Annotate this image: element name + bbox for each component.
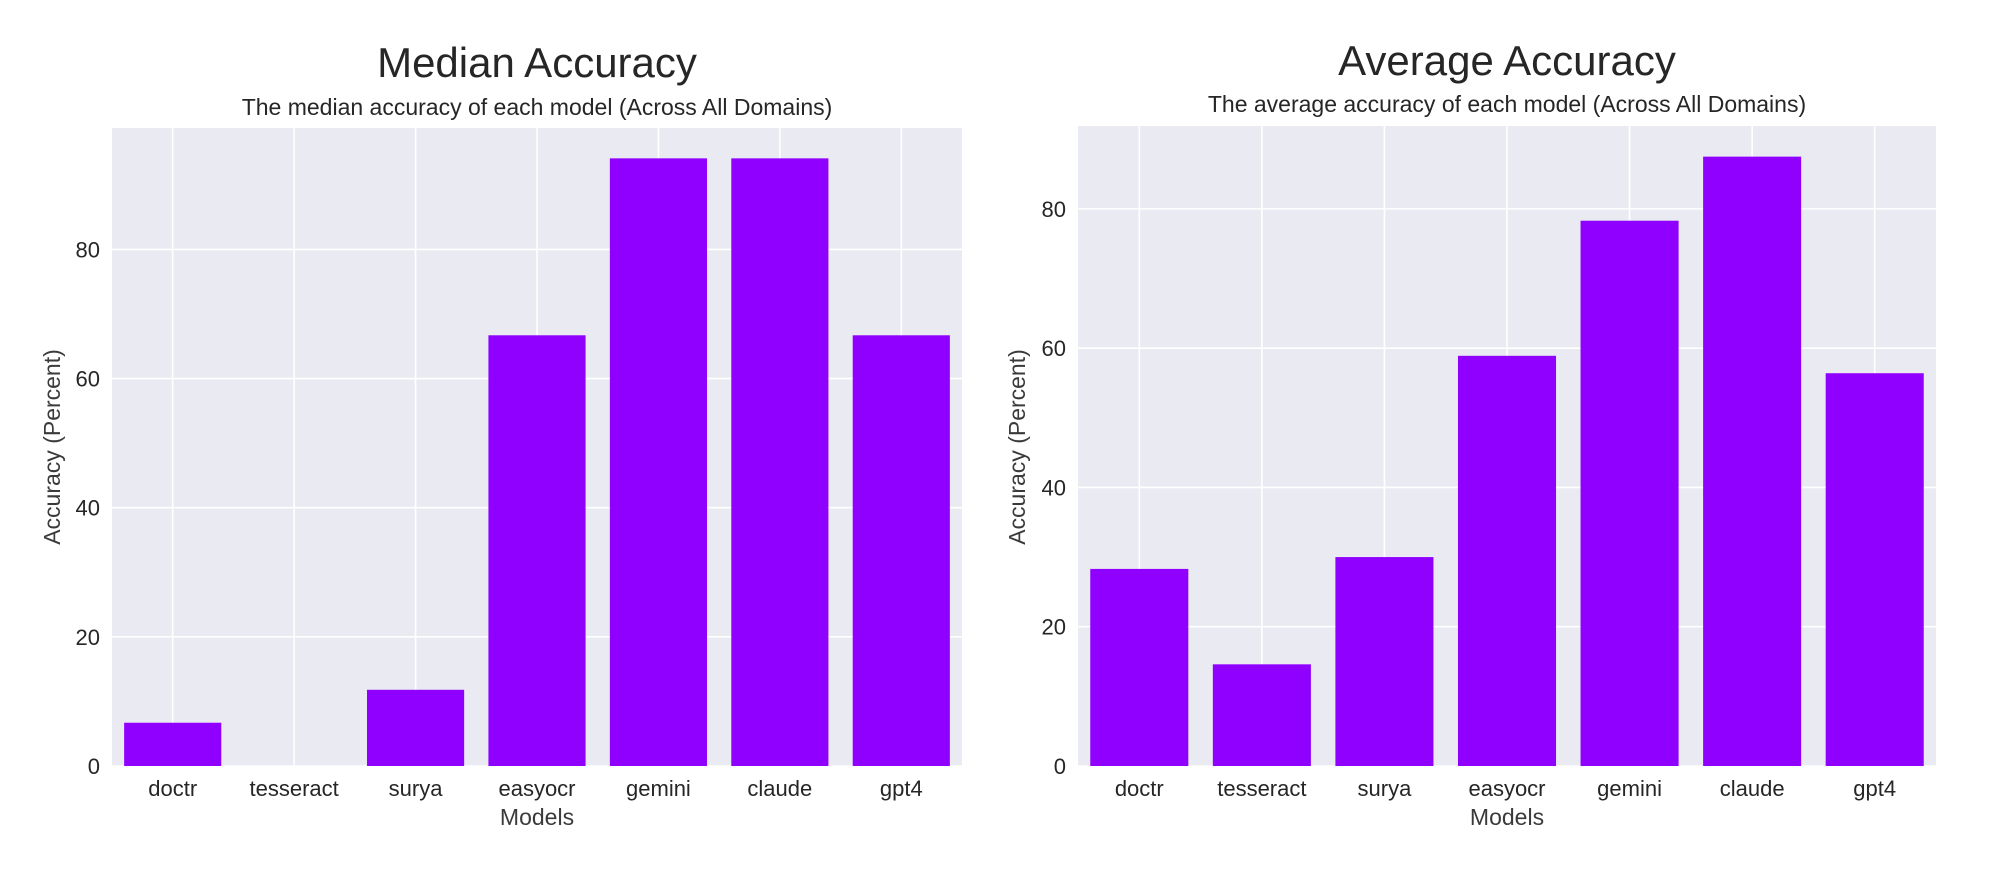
chart-title: Average Accuracy [1338, 37, 1676, 84]
median-accuracy-chart: doctr tesseract surya easyocr gemini claude gp… [39, 39, 962, 830]
bar-claude [731, 158, 829, 766]
x-tick-label-gpt4: gpt4 [1853, 776, 1896, 801]
x-tick-label-claude: claude [1720, 776, 1785, 801]
average-accuracy-chart: doctr tesseract surya easyocr gemini claude gp… [1004, 37, 1936, 830]
y-tick-label: 0 [1054, 754, 1066, 779]
y-axis-label: Accuracy (Percent) [39, 349, 65, 545]
bar-gemini [609, 158, 707, 766]
y-tick-label: 20 [76, 625, 100, 650]
bar-doctr [124, 722, 222, 766]
bar-easyocr [488, 335, 586, 766]
x-tick-label-easyocr: easyocr [1468, 776, 1545, 801]
y-tick-label: 20 [1042, 615, 1066, 640]
bar-surya [367, 689, 465, 766]
chart-subtitle: The average accuracy of each model (Acro… [1208, 91, 1806, 117]
y-tick-labels: 0 20 40 60 80 [1042, 197, 1066, 779]
bar-tesseract [1212, 664, 1311, 766]
bar-gemini [1580, 220, 1679, 766]
y-tick-label: 40 [76, 496, 100, 521]
chart-title: Median Accuracy [377, 39, 697, 86]
x-tick-labels: doctr tesseract surya easyocr gemini claude gp… [148, 776, 922, 801]
x-axis-label: Models [500, 804, 574, 830]
x-tick-label-claude: claude [747, 776, 812, 801]
x-tick-label-easyocr: easyocr [498, 776, 575, 801]
bar-easyocr [1457, 355, 1557, 766]
y-tick-label: 60 [1042, 336, 1066, 361]
x-tick-label-gemini: gemini [626, 776, 691, 801]
x-tick-label-tesseract: tesseract [1217, 776, 1306, 801]
bar-surya [1335, 557, 1434, 766]
x-tick-label-surya: surya [389, 776, 444, 801]
x-tick-label-gpt4: gpt4 [880, 776, 923, 801]
x-tick-label-doctr: doctr [1115, 776, 1164, 801]
x-tick-labels: doctr tesseract surya easyocr gemini claude gp… [1115, 776, 1896, 801]
x-tick-label-surya: surya [1358, 776, 1413, 801]
y-tick-label: 0 [88, 754, 100, 779]
y-tick-label: 60 [76, 367, 100, 392]
y-axis-label: Accuracy (Percent) [1004, 349, 1030, 545]
y-tick-label: 40 [1042, 475, 1066, 500]
x-tick-label-gemini: gemini [1597, 776, 1662, 801]
y-tick-labels: 0 20 40 60 80 [76, 237, 100, 779]
y-tick-label: 80 [1042, 197, 1066, 222]
bar-claude [1703, 156, 1802, 767]
bars [124, 158, 950, 766]
bar-gpt4 [852, 335, 950, 766]
bars [1090, 156, 1924, 767]
bar-gpt4 [1825, 373, 1924, 766]
chart-subtitle: The median accuracy of each model (Acros… [242, 94, 833, 120]
y-tick-label: 80 [76, 237, 100, 262]
x-axis-label: Models [1470, 804, 1544, 830]
bar-doctr [1090, 568, 1189, 766]
x-tick-label-tesseract: tesseract [250, 776, 339, 801]
x-tick-label-doctr: doctr [148, 776, 197, 801]
